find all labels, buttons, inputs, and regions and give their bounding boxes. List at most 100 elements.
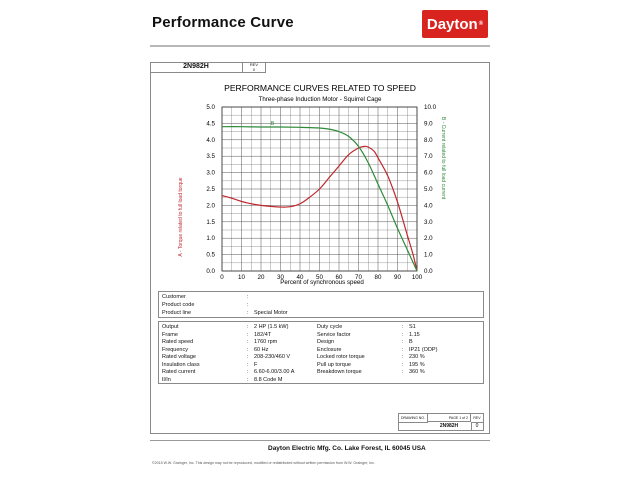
y-left-tick-label: 3.5: [206, 153, 215, 160]
x-tick-label: 30: [277, 274, 284, 281]
y-left-tick-label: 0.0: [206, 268, 215, 275]
spec-value: 60 Hz: [254, 346, 269, 353]
spec-sep: :: [247, 346, 249, 353]
x-tick-label: 0: [220, 274, 224, 281]
copyright-notice: ©2015 W.W. Grainger, Inc. This design ma…: [152, 461, 375, 465]
spec-sep: :: [402, 354, 404, 360]
spec-label: Locked rotor torque: [317, 354, 365, 360]
rev-label: REV: [249, 62, 259, 67]
y-left-tick-label: 1.0: [206, 235, 215, 242]
y-left-tick-label: 2.5: [206, 186, 215, 193]
spec-value: 8.8 Code M: [254, 376, 283, 383]
spec-label: Duty cycle: [317, 324, 343, 330]
header-divider: [150, 45, 490, 47]
spec-value: S1: [409, 324, 416, 330]
spec-value: 230 %: [409, 354, 425, 360]
spec-sep: :: [402, 339, 404, 345]
y-right-tick-label: 4.0: [424, 202, 433, 209]
y-right-tick-label: 0.0: [424, 268, 433, 275]
page-label: PAGE 1 of 2: [427, 414, 471, 422]
registered-mark: ®: [478, 21, 484, 27]
spec-label: Frequency: [162, 346, 188, 353]
y-left-tick-label: 1.5: [206, 219, 215, 226]
y-right-tick-label: 9.0: [424, 120, 433, 127]
spec-value: 208-230/460 V: [254, 354, 291, 360]
spec-label: Rated voltage: [162, 354, 196, 360]
series-line-B: [221, 126, 418, 272]
x-axis-label: Percent of synchronous speed: [280, 279, 364, 286]
spec-sep: :: [402, 346, 404, 353]
y-right-tick-label: 2.0: [424, 235, 433, 242]
y-right-tick-label: 8.0: [424, 137, 433, 144]
y-axis-left-label: A - Torque related to full load torque: [178, 177, 184, 256]
y-axis-right-label: B - Current related to full load current: [440, 117, 446, 200]
spec-sep: :: [247, 361, 249, 368]
x-tick-label: 100: [412, 274, 423, 281]
y-left-tick-label: 4.0: [206, 137, 215, 144]
y-right-tick-label: 5.0: [424, 186, 433, 193]
drawing-no-label: DRAWING NO.: [399, 414, 428, 423]
spec-value: 1760 rpm: [254, 339, 278, 345]
drawing-rev: 0: [475, 423, 479, 429]
customer-row-label: Product line: [162, 310, 192, 316]
spec-label: Frame: [162, 331, 178, 338]
datasheet-frame: [150, 62, 490, 434]
x-tick-label: 70: [355, 274, 362, 281]
spec-label: Pull up torque: [317, 361, 351, 368]
spec-value: 1.15: [409, 331, 420, 338]
spec-value: 195 %: [409, 361, 425, 368]
drawing-rev-label: REV: [471, 414, 483, 423]
y-left-tick-label: 2.0: [206, 202, 215, 209]
spec-value: F: [254, 361, 258, 368]
chart-series: B: [221, 121, 418, 272]
rev-box: REV 0: [243, 62, 266, 73]
page-title: Performance Curve: [152, 14, 294, 31]
y-right-tick-label: 10.0: [424, 104, 437, 111]
spec-sep: :: [247, 369, 249, 375]
spec-sep: :: [247, 324, 249, 330]
customer-row-sep: :: [247, 294, 249, 300]
spec-sep: :: [247, 354, 249, 360]
plot-area-border: [221, 106, 418, 272]
spec-label: Breakdown torque: [317, 369, 362, 375]
footer-divider: [150, 440, 490, 441]
spec-value: B: [409, 339, 413, 345]
y-left-tick-label: 3.0: [206, 170, 215, 177]
performance-chart: PERFORMANCE CURVES RELATED TO SPEED Thre…: [178, 83, 446, 286]
spec-value: IP21 (ODP): [409, 346, 438, 353]
x-tick-label: 90: [394, 274, 401, 281]
spec-value: 182/4T: [254, 331, 272, 338]
chart-title: PERFORMANCE CURVES RELATED TO SPEED: [224, 83, 416, 93]
spec-sep: :: [247, 331, 249, 338]
y-right-tick-label: 3.0: [424, 219, 433, 226]
chart-ticks: 0 10 20 30 40 50 60 70 80 90 1000.00.51.01.52.02.5…: [206, 104, 436, 281]
spec-sep: :: [402, 369, 404, 375]
customer-row-sep: :: [247, 310, 249, 316]
customer-row-label: Product code: [162, 302, 195, 308]
customer-block: Customer: Product code: Product line: Speci…: [158, 291, 484, 318]
x-tick-label: 10: [238, 274, 245, 281]
y-left-tick-label: 0.5: [206, 252, 215, 259]
x-tick-label: 50: [316, 274, 323, 281]
spec-label: Enclosure: [317, 346, 342, 353]
spec-sep: :: [402, 324, 404, 330]
model-number: 2N982H: [150, 62, 243, 73]
spec-label: Rated speed: [162, 339, 194, 345]
spec-sep: :: [247, 376, 249, 383]
spec-value: 6.60-6.00/3.00 A: [254, 369, 295, 375]
customer-row-sep: :: [247, 302, 249, 308]
customer-row-label: Customer: [162, 294, 186, 300]
drawing-number: 2N982H: [427, 422, 472, 430]
x-tick-label: 60: [336, 274, 343, 281]
spec-sep: :: [402, 361, 404, 368]
y-right-tick-label: 6.0: [424, 170, 433, 177]
chart-grid: [221, 106, 418, 272]
spec-label: Rated current: [162, 369, 196, 375]
spec-sep: :: [247, 339, 249, 345]
x-tick-label: 20: [258, 274, 265, 281]
spec-label: Design: [317, 339, 335, 345]
y-left-tick-label: 5.0: [206, 104, 215, 111]
y-right-tick-label: 7.0: [424, 153, 433, 160]
footer-company: Dayton Electric Mfg. Co. Lake Forest, IL…: [268, 445, 426, 452]
y-right-tick-label: 1.0: [424, 252, 433, 259]
